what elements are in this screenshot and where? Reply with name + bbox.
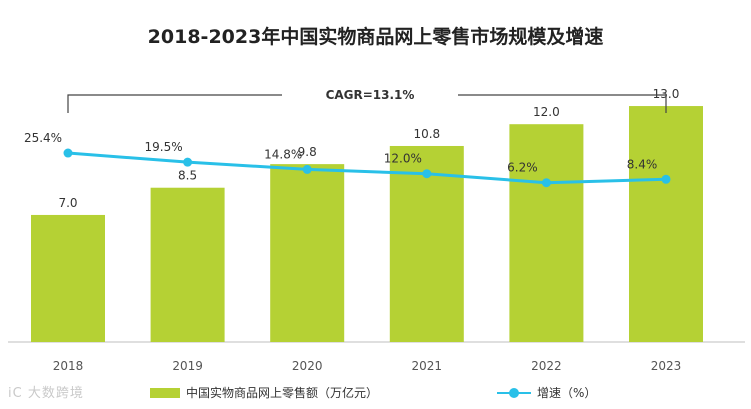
growth-point-2020 <box>302 164 312 174</box>
legend-bar: 中国实物商品网上零售额（万亿元） <box>150 384 378 401</box>
chart-title: 2018-2023年中国实物商品网上零售市场规模及增速 <box>147 26 604 48</box>
bar-2018 <box>31 214 105 342</box>
cagr-bracket-right <box>458 94 667 113</box>
bar-2023 <box>629 106 703 342</box>
growth-label-2021: 12.0% <box>384 152 422 166</box>
bar-value-label-2019: 8.5 <box>178 169 197 183</box>
cagr-annotation: CAGR=13.1% <box>326 88 415 102</box>
legend-line-label: 增速（%） <box>537 386 597 400</box>
bar-value-label-2023: 13.0 <box>653 87 680 101</box>
watermark: iC 大数跨境 <box>8 386 84 401</box>
bar-2021 <box>389 145 464 342</box>
growth-rate-line <box>67 151 667 185</box>
x-tick-2021: 2021 <box>412 359 443 373</box>
x-tick-2023: 2023 <box>651 359 682 373</box>
cagr-bracket-left <box>67 94 282 113</box>
growth-label-2023: 8.4% <box>627 157 658 171</box>
bar-value-label-2020: 9.8 <box>298 145 317 159</box>
x-tick-2019: 2019 <box>172 359 203 373</box>
legend-bar-label: 中国实物商品网上零售额（万亿元） <box>186 386 379 400</box>
growth-point-2022 <box>541 178 551 188</box>
growth-point-2019 <box>183 157 193 167</box>
x-tick-2018: 2018 <box>53 359 84 373</box>
growth-label-2022: 6.2% <box>507 161 538 175</box>
growth-point-2018 <box>63 148 73 158</box>
legend-line-marker <box>497 387 531 398</box>
bar-2022 <box>509 124 584 342</box>
growth-label-2020: 14.8% <box>264 147 302 161</box>
x-tick-2020: 2020 <box>292 359 323 373</box>
growth-point-2023 <box>661 174 671 184</box>
growth-point-2021 <box>422 169 432 179</box>
legend-bar-swatch <box>150 387 180 398</box>
legend-line: 增速（%） <box>497 384 596 401</box>
growth-label-2018: 25.4% <box>24 131 62 145</box>
growth-label-2019: 19.5% <box>145 140 183 154</box>
bar-2020 <box>270 164 345 342</box>
bar-value-label-2022: 12.0 <box>533 105 560 119</box>
x-tick-2022: 2022 <box>531 359 562 373</box>
bar-value-label-2021: 10.8 <box>413 127 440 141</box>
bar-value-label-2018: 7.0 <box>58 196 77 210</box>
bar-2019 <box>150 187 225 342</box>
